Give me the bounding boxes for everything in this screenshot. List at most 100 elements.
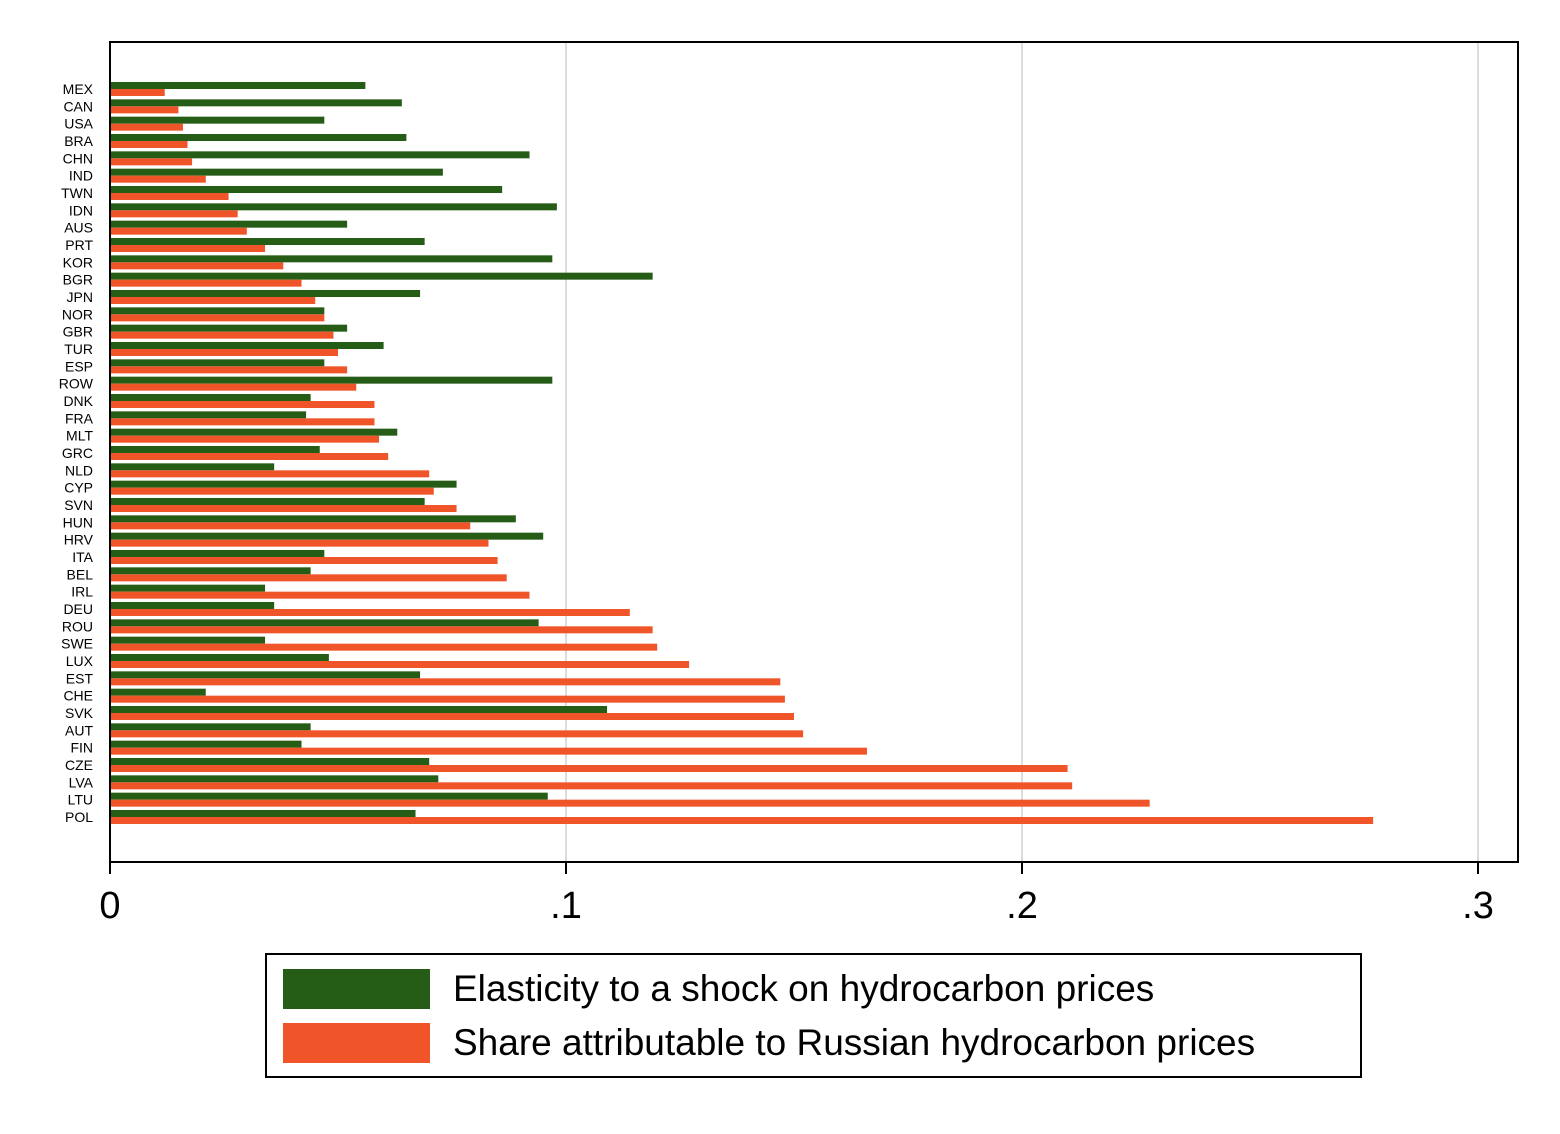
bar-russian-share-deu	[110, 609, 630, 616]
bar-elasticity-che	[110, 688, 206, 696]
bar-elasticity-pol	[110, 810, 416, 817]
y-tick-label-cyp: CYP	[64, 480, 93, 496]
bar-russian-share-che	[110, 695, 785, 703]
bar-russian-share-lux	[110, 661, 690, 668]
y-tick-label-irl: IRL	[71, 584, 93, 600]
bar-russian-share-rou	[110, 626, 653, 634]
y-tick-label-deu: DEU	[63, 601, 93, 617]
y-tick-label-lux: LUX	[66, 653, 94, 669]
gridlines	[565, 42, 1479, 862]
y-tick-label-mex: MEX	[63, 81, 94, 97]
bar-russian-share-tur	[110, 349, 338, 356]
bar-elasticity-cyp	[110, 480, 457, 488]
x-tick-label-2: .2	[1006, 885, 1038, 927]
bar-russian-share-can	[110, 106, 179, 114]
bar-elasticity-row	[110, 376, 553, 384]
bar-elasticity-jpn	[110, 290, 421, 297]
y-tick-label-twn: TWN	[61, 185, 93, 201]
y-tick-label-kor: KOR	[63, 254, 93, 270]
x-tick-label-3: .3	[1462, 885, 1494, 927]
bar-russian-share-chn	[110, 158, 193, 166]
y-tick-label-ltu: LTU	[68, 792, 93, 808]
bar-elasticity-gbr	[110, 324, 348, 332]
bar-elasticity-dnk	[110, 394, 311, 401]
bar-russian-share-nld	[110, 470, 430, 478]
y-tick-label-chn: CHN	[63, 150, 93, 166]
bar-elasticity-est	[110, 671, 421, 679]
bar-russian-share-grc	[110, 453, 389, 460]
bar-russian-share-row	[110, 383, 357, 391]
bar-elasticity-can	[110, 99, 402, 107]
y-tick-label-aut: AUT	[65, 722, 93, 738]
y-tick-label-est: EST	[66, 670, 94, 686]
bar-elasticity-chn	[110, 151, 530, 159]
bar-elasticity-bel	[110, 567, 311, 575]
bar-elasticity-mex	[110, 82, 366, 89]
bar-russian-share-esp	[110, 366, 348, 374]
bar-russian-share-fin	[110, 747, 867, 755]
bar-elasticity-bgr	[110, 272, 653, 280]
bar-russian-share-mlt	[110, 435, 380, 443]
y-tick-label-nld: NLD	[65, 462, 93, 478]
y-tick-label-gbr: GBR	[63, 324, 93, 340]
bar-russian-share-ita	[110, 557, 498, 564]
bar-elasticity-hrv	[110, 532, 544, 540]
y-tick-label-hrv: HRV	[64, 532, 94, 548]
bar-russian-share-dnk	[110, 401, 375, 408]
legend-label-russian-share: Share attributable to Russian hydrocarbo…	[453, 1022, 1256, 1063]
bar-russian-share-kor	[110, 262, 284, 270]
bar-elasticity-aut	[110, 723, 311, 731]
bar-russian-share-swe	[110, 643, 658, 651]
legend-label-elasticity: Elasticity to a shock on hydrocarbon pri…	[453, 968, 1155, 1009]
bar-elasticity-tur	[110, 342, 384, 349]
y-tick-label-row: ROW	[59, 376, 94, 392]
y-tick-label-bel: BEL	[67, 566, 94, 582]
y-tick-label-usa: USA	[64, 116, 93, 132]
y-tick-label-svk: SVK	[65, 705, 94, 721]
bar-elasticity-esp	[110, 359, 325, 367]
bar-elasticity-svk	[110, 706, 608, 713]
bar-russian-share-bgr	[110, 279, 302, 287]
bar-elasticity-fra	[110, 411, 307, 419]
y-tick-label-bra: BRA	[64, 133, 93, 149]
bar-elasticity-lux	[110, 654, 329, 661]
bar-russian-share-hun	[110, 522, 471, 530]
legend-swatch-elasticity	[283, 969, 430, 1009]
bar-elasticity-nld	[110, 463, 275, 471]
y-tick-label-ind: IND	[69, 168, 93, 184]
y-tick-label-prt: PRT	[65, 237, 93, 253]
x-tick-label-1: .1	[550, 885, 582, 927]
bar-russian-share-svn	[110, 505, 457, 512]
bar-russian-share-bra	[110, 141, 188, 148]
bar-russian-share-pol	[110, 817, 1374, 824]
bar-russian-share-ltu	[110, 799, 1150, 807]
y-tick-label-esp: ESP	[65, 358, 93, 374]
y-tick-label-rou: ROU	[62, 618, 93, 634]
bar-russian-share-est	[110, 678, 781, 686]
bar-elasticity-svn	[110, 498, 425, 505]
bar-elasticity-mlt	[110, 428, 398, 436]
bar-russian-share-svk	[110, 713, 794, 720]
legend-swatch-russian-share	[283, 1023, 430, 1063]
y-tick-label-aus: AUS	[64, 220, 93, 236]
y-tick-label-bgr: BGR	[63, 272, 93, 288]
bar-russian-share-prt	[110, 245, 266, 252]
y-tick-label-jpn: JPN	[67, 289, 93, 305]
y-tick-label-svn: SVN	[64, 497, 93, 513]
y-tick-label-mlt: MLT	[66, 428, 93, 444]
bar-elasticity-swe	[110, 636, 266, 644]
bar-russian-share-mex	[110, 89, 165, 96]
bar-russian-share-aus	[110, 227, 247, 235]
bar-elasticity-ltu	[110, 792, 548, 800]
bar-elasticity-prt	[110, 238, 425, 245]
bar-elasticity-ita	[110, 550, 325, 557]
y-tick-label-tur: TUR	[64, 341, 93, 357]
bar-elasticity-bra	[110, 134, 407, 141]
y-tick-label-grc: GRC	[62, 445, 93, 461]
legend: Elasticity to a shock on hydrocarbon pri…	[265, 953, 1362, 1078]
bar-russian-share-hrv	[110, 539, 489, 547]
bar-elasticity-irl	[110, 584, 266, 592]
bar-elasticity-grc	[110, 446, 320, 453]
x-tick-label-0: 0	[99, 885, 120, 927]
